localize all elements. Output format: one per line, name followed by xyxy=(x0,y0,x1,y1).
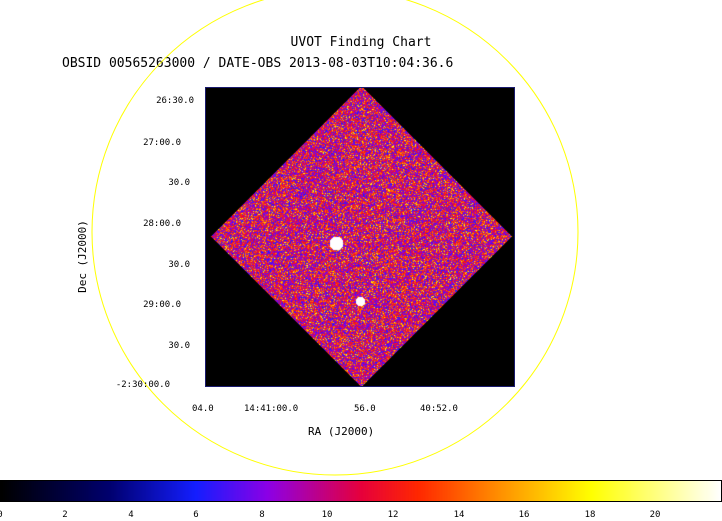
colorbar-tick: 20 xyxy=(649,510,661,520)
colorbar-tick: 16 xyxy=(518,510,530,520)
colorbar-tick: 4 xyxy=(128,510,134,520)
y-axis-label: Dec (J2000) xyxy=(75,220,89,293)
chart-subtitle: OBSID 00565263000 / DATE-OBS 2013-08-03T… xyxy=(62,56,454,71)
colorbar-tick: 18 xyxy=(584,510,596,520)
ytick-label: 28:00.0 xyxy=(143,219,181,229)
ytick-label: 30.0 xyxy=(168,260,190,270)
chart-title: UVOT Finding Chart xyxy=(290,35,432,50)
colorbar-tick: 12 xyxy=(387,510,399,520)
colorbar-tick: 14 xyxy=(453,510,465,520)
colorbar-tick: 0 xyxy=(0,510,3,520)
ytick-label: 30.0 xyxy=(168,178,190,188)
colorbar-tick: 8 xyxy=(259,510,265,520)
colorbar-tick: 6 xyxy=(193,510,199,520)
ytick-label: 27:00.0 xyxy=(143,138,181,148)
xtick-label: 40:52.0 xyxy=(420,404,458,414)
xtick-label: 04.0 xyxy=(192,404,214,414)
colorbar-tick: 10 xyxy=(321,510,333,520)
sky-image xyxy=(206,88,514,386)
colorbar-tick: 2 xyxy=(62,510,68,520)
image-frame[interactable] xyxy=(205,87,515,387)
ytick-label: 30.0 xyxy=(168,341,190,351)
ytick-label: -2:30:00.0 xyxy=(115,380,170,390)
colorbar xyxy=(0,480,722,502)
xtick-label: 56.0 xyxy=(354,404,376,414)
xtick-label: 14:41:00.0 xyxy=(244,404,299,414)
ytick-label: 26:30.0 xyxy=(156,96,194,106)
x-axis-label: RA (J2000) xyxy=(308,425,375,438)
ytick-label: 29:00.0 xyxy=(143,300,181,310)
